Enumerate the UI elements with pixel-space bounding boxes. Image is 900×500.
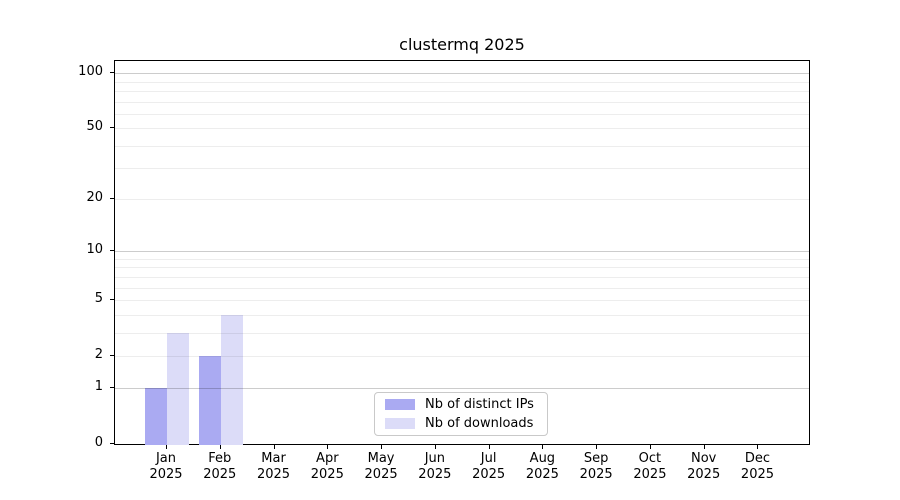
x-tick-label: Feb 2025	[203, 451, 237, 482]
x-tick-mark	[596, 445, 598, 449]
legend-label-downloads: Nb of downloads	[425, 416, 534, 431]
y-tick-label: 20	[86, 190, 103, 206]
minor-gridline	[115, 276, 809, 278]
x-tick-label: May 2025	[364, 451, 398, 482]
minor-gridline	[115, 332, 809, 334]
legend-item-downloads: Nb of downloads	[385, 416, 547, 431]
x-tick-mark	[327, 445, 329, 449]
y-tick-mark	[110, 127, 114, 129]
x-tick-label: Sep 2025	[579, 451, 613, 482]
y-tick-label: 100	[78, 64, 103, 80]
minor-gridline	[115, 101, 809, 103]
y-tick-mark	[110, 198, 114, 200]
minor-gridline	[115, 287, 809, 289]
legend: Nb of distinct IPs Nb of downloads	[374, 392, 548, 436]
y-tick-label: 50	[86, 119, 103, 135]
x-tick-mark	[381, 445, 383, 449]
minor-gridline	[115, 113, 809, 115]
major-gridline	[115, 388, 809, 390]
x-tick-label: Dec 2025	[740, 451, 775, 482]
x-tick-mark	[219, 445, 221, 449]
minor-gridline	[115, 145, 809, 147]
y-tick-label: 1	[94, 379, 103, 395]
y-tick-label: 2	[94, 346, 103, 362]
bar-distinct-ips	[198, 355, 221, 445]
chart-title: clustermq 2025	[399, 35, 525, 54]
plot-area: Nb of distinct IPs Nb of downloads	[114, 60, 810, 445]
x-tick-label: Aug 2025	[525, 451, 559, 482]
x-tick-mark	[757, 445, 759, 449]
minor-gridline	[115, 168, 809, 170]
major-gridline	[115, 73, 809, 75]
x-tick-mark	[434, 445, 436, 449]
bar-distinct-ips	[145, 388, 167, 445]
x-tick-mark	[542, 445, 544, 449]
legend-label-distinct-ips: Nb of distinct IPs	[425, 397, 534, 412]
x-tick-mark	[488, 445, 490, 449]
legend-swatch-downloads	[385, 418, 415, 429]
x-tick-mark	[166, 445, 167, 449]
minor-gridline	[115, 259, 809, 260]
gridlines-layer	[115, 61, 809, 444]
y-tick-mark	[110, 443, 114, 444]
bars-layer	[115, 61, 809, 445]
y-tick-mark	[110, 299, 114, 301]
x-tick-mark	[649, 445, 651, 449]
minor-gridline	[115, 267, 809, 269]
minor-gridline	[115, 314, 809, 316]
x-tick-label: Jul 2025	[472, 451, 506, 482]
y-tick-label: 5	[94, 291, 103, 307]
minor-gridline	[115, 355, 809, 357]
minor-gridline	[115, 199, 809, 201]
x-tick-label: Jan 2025	[149, 451, 183, 482]
y-tick-mark	[110, 250, 114, 252]
x-tick-label: Mar 2025	[256, 451, 291, 482]
x-tick-mark	[273, 445, 275, 449]
major-gridline	[115, 251, 809, 253]
legend-item-distinct-ips: Nb of distinct IPs	[385, 397, 547, 412]
bar-downloads	[220, 314, 243, 445]
x-tick-label: Oct 2025	[633, 451, 667, 482]
x-tick-label: Apr 2025	[310, 451, 344, 482]
minor-gridline	[115, 81, 809, 83]
legend-swatch-distinct-ips	[385, 399, 415, 410]
minor-gridline	[115, 90, 809, 92]
x-tick-mark	[703, 445, 705, 449]
y-tick-mark	[110, 387, 114, 389]
y-tick-label: 10	[86, 242, 103, 258]
minor-gridline	[115, 300, 809, 302]
y-tick-mark	[110, 72, 114, 74]
x-tick-label: Jun 2025	[418, 451, 452, 482]
x-tick-label: Nov 2025	[687, 451, 721, 482]
y-tick-mark	[110, 354, 114, 356]
minor-gridline	[115, 128, 809, 130]
y-tick-label: 0	[94, 435, 103, 450]
